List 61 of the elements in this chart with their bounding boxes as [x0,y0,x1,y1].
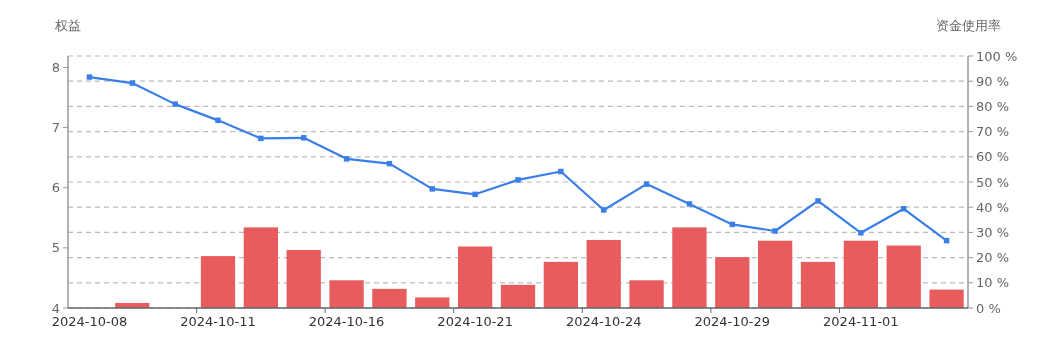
point [86,74,93,80]
bar [200,256,236,308]
y2-tick-label: 30 % [976,224,1010,240]
x-tick-label: 2024-10-08 [51,314,128,329]
y2-tick-label: 10 % [976,275,1010,291]
bar [458,246,493,308]
point [515,177,521,183]
x-tick-label: 2024-10-29 [694,314,771,329]
y2-tick-label: 100 % [976,48,1018,64]
y2-tick-label: 90 % [976,73,1010,89]
bar [286,250,321,308]
bar [672,227,707,308]
bar [415,297,450,308]
bar [243,227,278,308]
y2-tick-label: 80 % [976,98,1010,114]
x-tick-label: 2024-10-24 [565,314,642,329]
x-tick-label: 2024-10-16 [308,314,385,329]
y2-tick-label: 50 % [976,174,1010,190]
bar [372,288,407,308]
bar [886,245,921,308]
point [858,230,864,236]
bar [715,257,750,308]
bar [586,239,621,308]
y-tick-label: 6 [51,180,60,196]
bar [758,240,793,308]
y2-tick-label: 20 % [976,250,1010,266]
bar [500,284,536,308]
point [215,117,221,124]
bar [543,261,578,308]
bar [800,261,836,308]
y-tick-label: 8 [51,59,60,75]
y2-tick-label: 60 % [976,149,1010,165]
x-tick-label: 2024-11-01 [823,314,899,329]
bar [329,280,364,308]
point [300,135,307,141]
point [129,80,136,86]
point [772,228,778,234]
x-tick-label: 2024-10-11 [180,314,256,329]
y-axis-title: 权益 [54,18,81,33]
point [558,168,564,175]
y-tick-label: 7 [51,120,60,136]
y-tick-label: 5 [51,240,60,256]
bar [843,240,878,308]
y2-tick-label: 70 % [976,124,1010,140]
point [172,101,178,107]
point [900,206,907,212]
point [258,135,264,142]
bar [929,289,964,308]
point [643,181,650,187]
y-tick-label: 4 [51,300,60,316]
point [686,201,693,207]
point [429,186,436,192]
bar [629,280,664,308]
y2-axis-title: 资金使用率 [935,18,1001,33]
point [472,191,478,198]
point [815,198,821,204]
point [343,156,350,162]
y2-tick-label: 0 % [976,300,1001,316]
point [600,207,607,213]
x-tick-label: 2024-10-21 [437,314,513,329]
y2-tick-label: 40 % [976,199,1010,215]
